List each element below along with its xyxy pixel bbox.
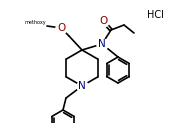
Text: methoxy: methoxy bbox=[24, 20, 46, 25]
Text: HCl: HCl bbox=[147, 10, 164, 20]
Text: N: N bbox=[78, 81, 86, 91]
Text: O: O bbox=[99, 16, 107, 26]
Text: O: O bbox=[57, 23, 65, 33]
Text: N: N bbox=[98, 39, 106, 49]
